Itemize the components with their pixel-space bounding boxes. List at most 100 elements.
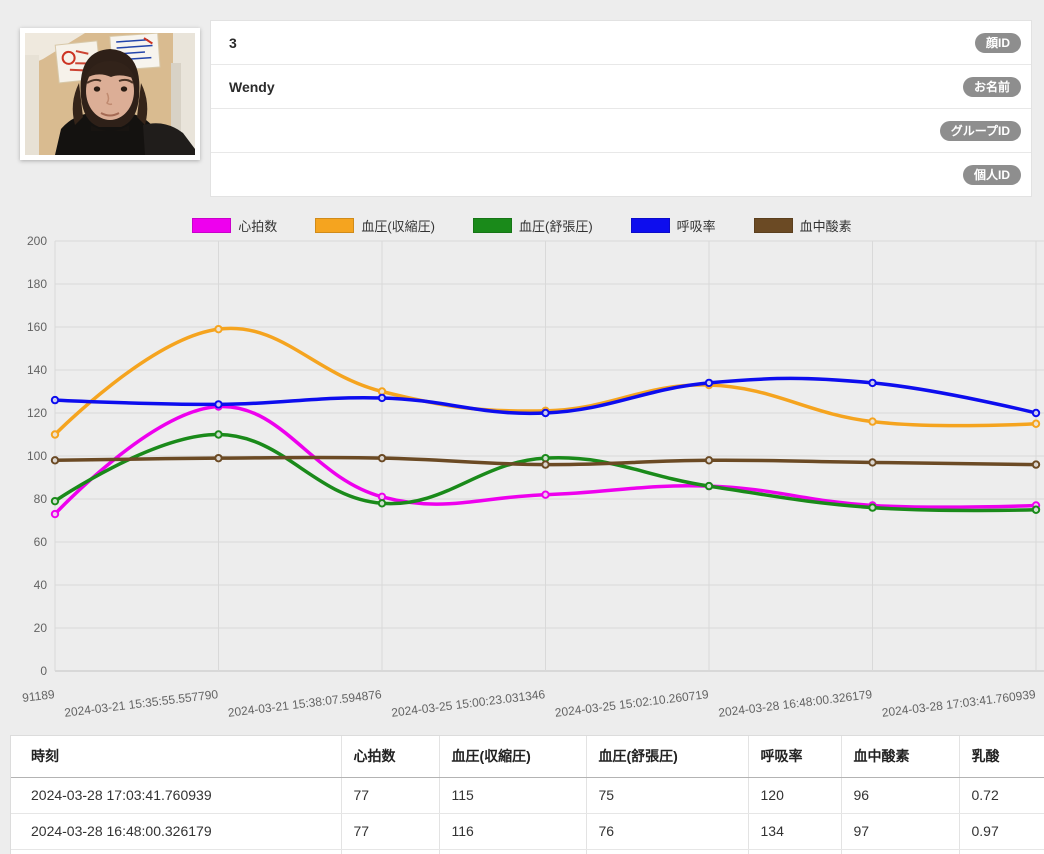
table-cell: 120 [748,777,842,814]
y-tick-label: 80 [34,492,48,506]
data-point-blood-oxygen [50,456,60,465]
legend-item-blood-oxygen[interactable]: 血中酸素 [753,216,852,235]
table-cell: 77 [341,813,440,850]
data-point-bp-systolic [377,387,387,396]
table-cell: 0.72 [959,777,1044,814]
y-tick-label: 60 [34,535,48,549]
y-tick-label: 20 [34,621,48,635]
field-face-id: 3 顔ID [211,21,1031,65]
data-point-blood-oxygen [541,460,550,469]
person-id-badge: 個人ID [962,164,1021,185]
x-tick-label: 2024-03-25 15:00:23.031346 [391,687,547,720]
data-point-bp-diastolic [704,481,714,491]
table-cell: 96 [841,777,960,814]
group-id-badge: グループID [939,120,1021,141]
table-cell [586,849,749,854]
data-point-blood-oxygen [214,453,223,463]
table-cell: 115 [439,777,587,814]
data-point-bp-diastolic [214,430,223,439]
table-body: 2024-03-28 17:03:41.760939 77 115 75 120 96 0.… [11,777,1044,854]
table-cell: 76 [586,813,749,850]
data-point-blood-oxygen [377,453,387,463]
table-cell: 2024-03-28 16:48:00.326179 [11,813,342,850]
data-point-heart-rate [50,509,60,519]
face-id-value: 3 [229,34,237,51]
face-id-badge: 顔ID [974,32,1021,53]
y-tick-label: 40 [34,578,48,592]
data-point-bp-diastolic [1031,505,1041,514]
column-header: 血中酸素 [841,736,960,778]
data-point-bp-systolic [50,430,60,439]
column-header: 血圧(舒張圧) [586,736,749,778]
legend-item-bp-diastolic[interactable]: 血圧(舒張圧) [472,216,593,235]
table-cell: 75 [586,777,749,814]
chart-legend: 心拍数 血圧(収縮圧) 血圧(舒張圧) 呼吸率 血中酸素 [0,216,1044,235]
table-cell: 0.97 [959,813,1044,850]
y-tick-label: 180 [27,277,47,291]
legend-item-heart-rate[interactable]: 心拍数 [192,216,277,235]
x-tick-label: 2024-03-21 15:38:07.594876 [227,687,383,720]
field-name: Wendy お名前 [211,65,1031,109]
legend-label-blood-oxygen: 血中酸素 [799,219,852,234]
data-point-bp-systolic [214,324,223,334]
y-tick-label: 200 [27,234,47,248]
legend-swatch-heart-rate [192,218,232,233]
table-header-row: 時刻 心拍数 血圧(収縮圧) 血圧(舒張圧) 呼吸率 血中酸素 乳酸 [11,736,1044,778]
data-point-bp-diastolic [541,453,550,463]
profile-info-panel: 3 顔ID Wendy お名前 グループID 個人ID [210,20,1032,197]
data-point-resp-rate [377,393,387,403]
legend-swatch-blood-oxygen [753,218,793,233]
data-point-blood-oxygen [1031,460,1041,469]
legend-label-bp-diastolic: 血圧(舒張圧) [518,219,593,234]
data-point-blood-oxygen [704,456,714,465]
data-point-heart-rate [541,490,550,499]
table-cell [959,849,1044,854]
data-point-bp-systolic [1031,419,1041,428]
table-cell [748,849,842,854]
table-cell [439,849,587,854]
table-cell [341,849,440,854]
table-cell: 116 [439,813,587,850]
x-tick-label: 2024-03-28 16:48:00.326179 [718,687,874,720]
vitals-chart: 心拍数 血圧(収縮圧) 血圧(舒張圧) 呼吸率 血中酸素 0 20 40 60 80 100 120… [0,205,1044,735]
chart-plot: 0 20 40 60 80 100 120 140 160 180 200 91189 2024-03-… [21,234,1044,720]
data-point-resp-rate [214,400,223,409]
name-value: Wendy [229,78,275,95]
field-person-id: 個人ID [211,153,1031,196]
legend-swatch-resp-rate [630,218,670,233]
column-header: 乳酸 [959,736,1044,778]
table-cell: 2024-03-28 17:03:41.760939 [11,777,342,814]
data-point-resp-rate [704,378,714,388]
data-point-resp-rate [868,378,877,388]
data-point-heart-rate [377,492,387,502]
table-cell [841,849,960,854]
column-header: 時刻 [11,736,342,778]
data-point-resp-rate [50,395,60,405]
y-tick-label: 0 [40,664,47,678]
data-point-resp-rate [541,408,550,418]
data-point-bp-systolic [868,417,877,426]
x-tick-label: 2024-03-25 15:02:10.260719 [554,687,710,720]
table-row: 2024-03-28 17:03:41.760939 77 115 75 120 96 0.… [11,777,1044,814]
y-tick-label: 160 [27,320,47,334]
x-tick-label: 2024-03-28 17:03:41.760939 [881,687,1037,720]
x-tick-label: 2024-03-21 15:35:55.557790 [64,687,220,720]
column-header: 血圧(収縮圧) [439,736,587,778]
column-header: 呼吸率 [748,736,842,778]
legend-item-resp-rate[interactable]: 呼吸率 [630,216,716,235]
x-tick-label: 91189 [21,687,55,705]
table-row: 2024-03-28 16:48:00.326179 77 116 76 134 97 0.… [11,813,1044,850]
legend-label-bp-systolic: 血圧(収縮圧) [361,219,435,234]
legend-item-bp-systolic[interactable]: 血圧(収縮圧) [315,216,435,235]
data-point-bp-diastolic [377,499,387,508]
table-cell: 77 [341,777,440,814]
vitals-table-card: 時刻 心拍数 血圧(収縮圧) 血圧(舒張圧) 呼吸率 血中酸素 乳酸 2024-03-28 … [10,735,1044,854]
legend-swatch-bp-diastolic [472,218,512,233]
y-tick-label: 140 [27,363,47,377]
legend-label-heart-rate: 心拍数 [238,219,278,234]
table-cell: 134 [748,813,842,850]
data-point-resp-rate [1031,408,1041,418]
legend-swatch-bp-systolic [315,218,355,233]
profile-photo [20,28,200,160]
table-cell [11,849,342,854]
